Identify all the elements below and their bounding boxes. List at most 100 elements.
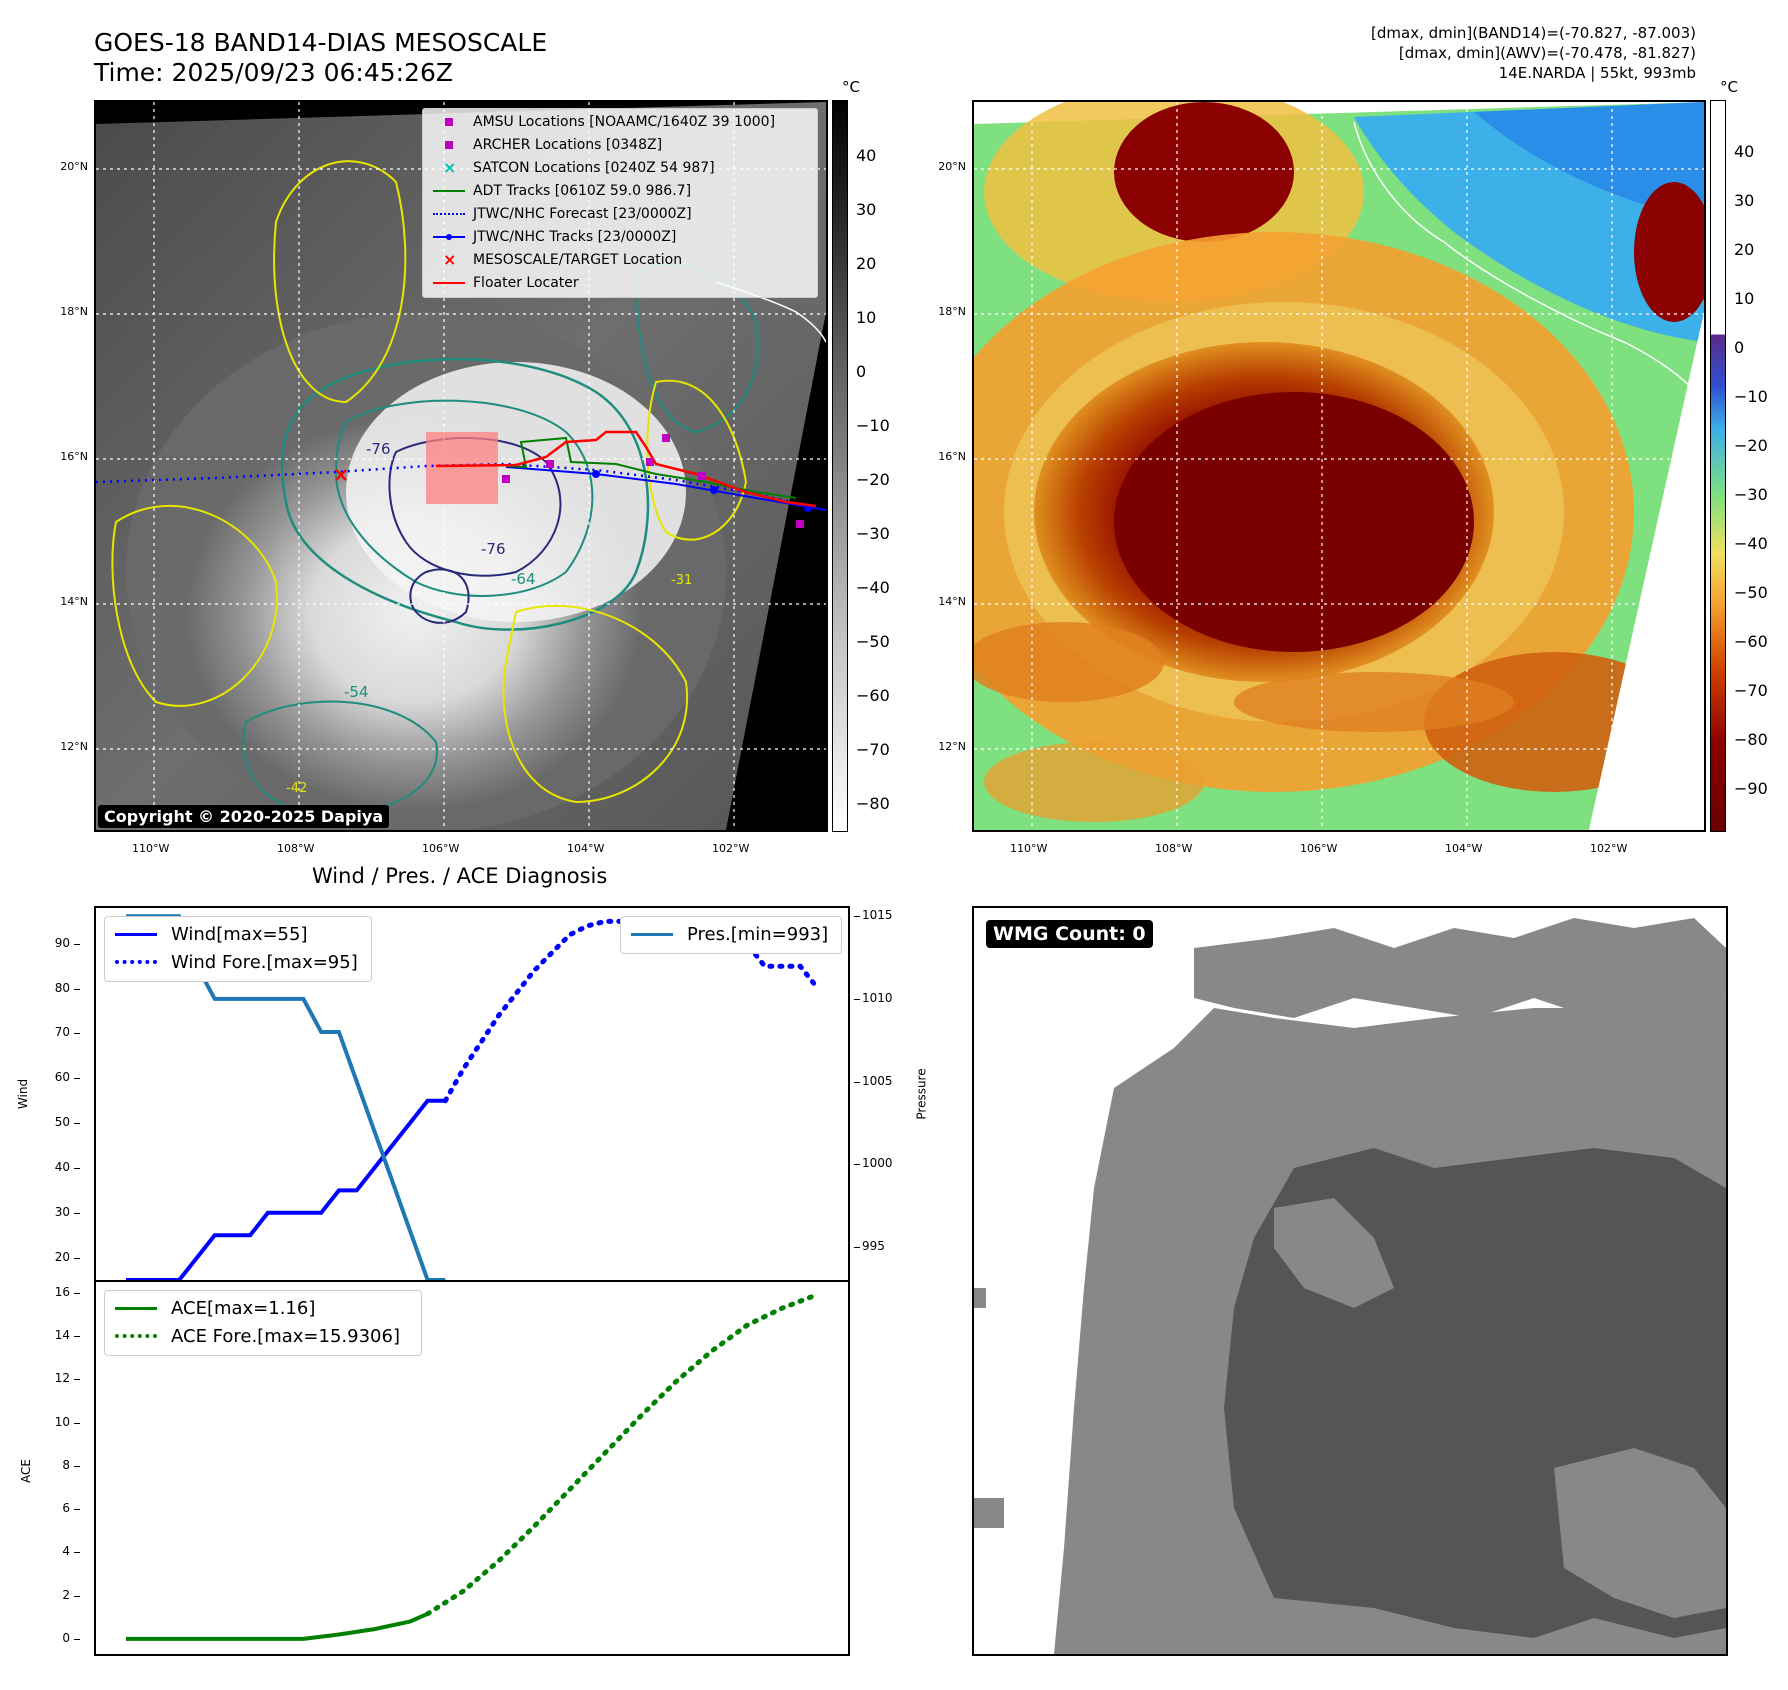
legend-item-amsu: AMSU Locations [NOAAMC/1640Z 39 1000] — [431, 112, 775, 132]
awv-map-panel[interactable] — [972, 100, 1706, 832]
y-tick-mark — [74, 1078, 80, 1080]
y-tick-mark — [854, 1246, 860, 1248]
legend-item-wind-forecast: Wind Fore.[max=95] — [113, 949, 358, 975]
info-storm: 14E.NARDA | 55kt, 993mb — [1498, 64, 1696, 82]
legend-label: Wind Fore.[max=95] — [171, 951, 358, 973]
pressure-legend: Pres.[min=993] — [620, 916, 842, 954]
lat-label: 18°N — [938, 305, 966, 318]
y-tick-mark — [854, 916, 860, 918]
legend-item-forecast: JTWC/NHC Forecast [23/0000Z] — [431, 204, 692, 224]
colorbar-tick: 40 — [856, 146, 877, 165]
lat-label: 20°N — [60, 160, 88, 173]
ace-legend: ACE[max=1.16] ACE Fore.[max=15.9306] — [104, 1290, 422, 1356]
wmg-count-badge: WMG Count: 0 — [986, 920, 1153, 948]
ir-colorbar — [832, 100, 848, 832]
legend-label: SATCON Locations [0240Z 54 987] — [473, 160, 715, 176]
y-tick-mark — [74, 1123, 80, 1125]
contour-label: -76 — [366, 440, 391, 458]
lon-label: 110°W — [132, 842, 170, 855]
y-tick-label: 4 — [62, 1544, 70, 1559]
y-tick-label: 10 — [54, 1414, 70, 1429]
wmg-image — [974, 918, 1726, 1654]
lon-label: 106°W — [1300, 842, 1338, 855]
colorbar-tick: −30 — [856, 524, 890, 543]
legend-item-archer: ARCHER Locations [0348Z] — [431, 135, 662, 155]
legend-label: Floater Locater — [473, 275, 579, 291]
colorbar-tick: 30 — [1734, 191, 1755, 210]
contour-label: -31 — [671, 573, 692, 588]
awv-map-image — [974, 102, 1704, 830]
ace-series-line-1 — [425, 1291, 821, 1617]
colorbar-unit: °C — [842, 78, 860, 96]
y-tick-mark — [74, 1509, 80, 1511]
wind-pressure-chart: Wind[max=55] Wind Fore.[max=95] Pres.[mi… — [94, 906, 850, 1282]
contour-label: -54 — [344, 683, 369, 701]
lat-label: 16°N — [938, 450, 966, 463]
y-tick-mark — [74, 1292, 80, 1294]
colorbar-tick: −60 — [1734, 632, 1768, 651]
lon-label: 102°W — [712, 842, 750, 855]
lat-label: 12°N — [938, 740, 966, 753]
colorbar-tick: 0 — [856, 362, 867, 381]
y-tick-label: 14 — [54, 1328, 70, 1343]
colorbar-tick: 10 — [856, 308, 877, 327]
y-tick-label: 16 — [54, 1284, 70, 1299]
dotted-line-icon — [113, 1323, 159, 1349]
colorbar-tick: −70 — [856, 740, 890, 759]
dotted-line-icon — [113, 949, 159, 975]
colorbar-unit: °C — [1720, 78, 1738, 96]
colorbar-tick: −10 — [856, 416, 890, 435]
square-marker-icon — [431, 135, 467, 155]
colorbar-tick: 30 — [856, 200, 877, 219]
y-tick-label: 1015 — [862, 908, 893, 923]
diagnosis-title: Wind / Pres. / ACE Diagnosis — [312, 864, 608, 888]
legend-item-adt: ADT Tracks [0610Z 59.0 986.7] — [431, 181, 691, 201]
colorbar-tick: 0 — [1734, 338, 1745, 357]
y-tick-mark — [74, 1422, 80, 1424]
legend-label: ACE Fore.[max=15.9306] — [171, 1325, 400, 1347]
lon-label: 110°W — [1010, 842, 1048, 855]
y-tick-label: 70 — [54, 1025, 70, 1040]
legend-label: AMSU Locations [NOAAMC/1640Z 39 1000] — [473, 114, 776, 130]
y-tick-mark — [74, 988, 80, 990]
y-tick-mark — [74, 1465, 80, 1467]
y-tick-label: 6 — [62, 1501, 70, 1516]
lon-label: 102°W — [1590, 842, 1628, 855]
wind-legend: Wind[max=55] Wind Fore.[max=95] — [104, 916, 372, 982]
legend-item-pressure: Pres.[min=993] — [629, 921, 828, 947]
lon-label: 104°W — [567, 842, 605, 855]
y-tick-label: 80 — [54, 980, 70, 995]
y-tick-label: 0 — [62, 1630, 70, 1645]
line-icon — [431, 273, 467, 293]
y-tick-label: 8 — [62, 1457, 70, 1472]
line-icon — [431, 181, 467, 201]
y-tick-label: 90 — [54, 935, 70, 950]
legend-label: JTWC/NHC Tracks [23/0000Z] — [473, 229, 677, 245]
awv-colorbar — [1710, 100, 1726, 832]
square-marker-icon — [431, 112, 467, 132]
colorbar-tick: −40 — [856, 578, 890, 597]
lon-label: 108°W — [277, 842, 315, 855]
y-tick-label: 1005 — [862, 1073, 893, 1088]
colorbar-tick: 20 — [856, 254, 877, 273]
pressure-axis-label: Pressure — [914, 1068, 929, 1120]
y-tick-mark — [74, 1595, 80, 1597]
y-tick-mark — [74, 1552, 80, 1554]
colorbar-tick: −90 — [1734, 779, 1768, 798]
legend-label: Pres.[min=993] — [687, 923, 829, 945]
colorbar-tick: −50 — [1734, 583, 1768, 602]
ace-chart: ACE[max=1.16] ACE Fore.[max=15.9306] — [94, 1280, 850, 1656]
y-tick-mark — [854, 1164, 860, 1166]
legend-item-ace-forecast: ACE Fore.[max=15.9306] — [113, 1323, 400, 1349]
y-tick-mark — [854, 1081, 860, 1083]
y-tick-label: 2 — [62, 1587, 70, 1602]
wmg-panel: WMG Count: 0 — [972, 906, 1728, 1656]
y-tick-label: 1010 — [862, 990, 893, 1005]
y-tick-label: 40 — [54, 1159, 70, 1174]
y-tick-mark — [74, 1167, 80, 1169]
legend-label: ADT Tracks [0610Z 59.0 986.7] — [473, 183, 692, 199]
colorbar-tick: −20 — [856, 470, 890, 489]
legend-label: JTWC/NHC Forecast [23/0000Z] — [473, 206, 692, 222]
plot-title: GOES-18 BAND14-DIAS MESOSCALE — [94, 28, 548, 57]
y-tick-label: 50 — [54, 1115, 70, 1130]
